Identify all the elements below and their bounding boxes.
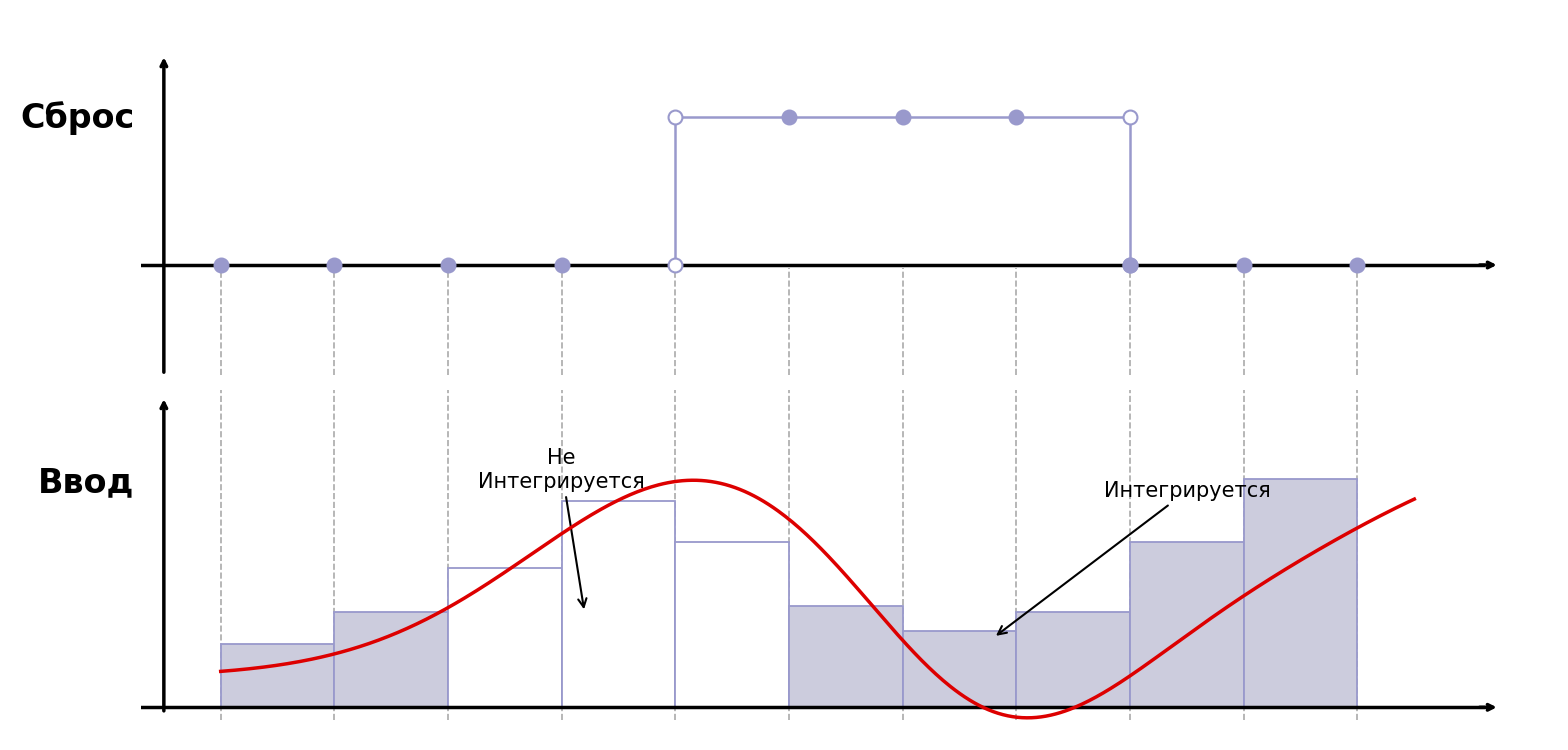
Bar — [1131, 542, 1243, 707]
Bar — [561, 501, 676, 707]
Bar — [334, 612, 448, 707]
Text: Интегрируется: Интегрируется — [997, 481, 1270, 634]
Bar — [903, 632, 1016, 707]
Bar — [221, 644, 334, 707]
Bar — [1243, 478, 1358, 707]
Bar — [789, 606, 903, 707]
Bar — [676, 542, 789, 707]
Bar — [448, 568, 561, 707]
Text: Не
Интегрируется: Не Интегрируется — [478, 448, 644, 607]
Text: Ввод: Ввод — [38, 466, 135, 499]
Bar — [1016, 612, 1131, 707]
Text: Сброс: Сброс — [20, 100, 135, 134]
